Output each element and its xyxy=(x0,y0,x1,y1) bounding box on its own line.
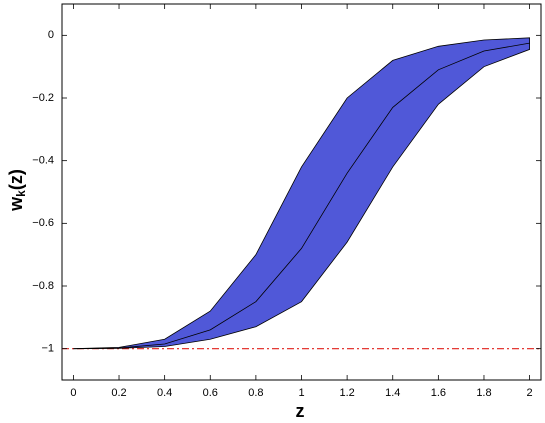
x-tick-label: 1.4 xyxy=(385,387,400,399)
x-tick-label: 0.8 xyxy=(248,387,263,399)
x-tick-label: 0 xyxy=(70,387,76,399)
y-tick-label: −0.2 xyxy=(32,92,54,104)
center-line xyxy=(73,42,530,350)
y-label-sub: k xyxy=(14,190,28,197)
y-label-main: w xyxy=(6,196,26,212)
y-axis-label: wk(z) xyxy=(6,169,28,212)
x-tick-label: 0.4 xyxy=(157,387,172,399)
x-tick-label: 0.6 xyxy=(203,387,218,399)
y-tick-label: 0 xyxy=(48,29,54,41)
x-tick-label: 1.8 xyxy=(476,387,491,399)
x-tick-label: 2 xyxy=(527,387,533,399)
y-tick-label: −0.6 xyxy=(32,217,54,229)
y-tick-label: −1 xyxy=(41,343,54,355)
x-tick-label: 1.2 xyxy=(339,387,354,399)
x-tick-label: 1 xyxy=(298,387,304,399)
y-label-tail: (z) xyxy=(6,169,26,190)
x-tick-label: 1.6 xyxy=(431,387,446,399)
x-tick-label: 0.2 xyxy=(111,387,126,399)
x-axis-label: z xyxy=(296,401,305,421)
band-area xyxy=(73,37,530,350)
y-tick-label: −0.8 xyxy=(32,280,54,292)
y-tick-label: −0.4 xyxy=(32,155,54,167)
